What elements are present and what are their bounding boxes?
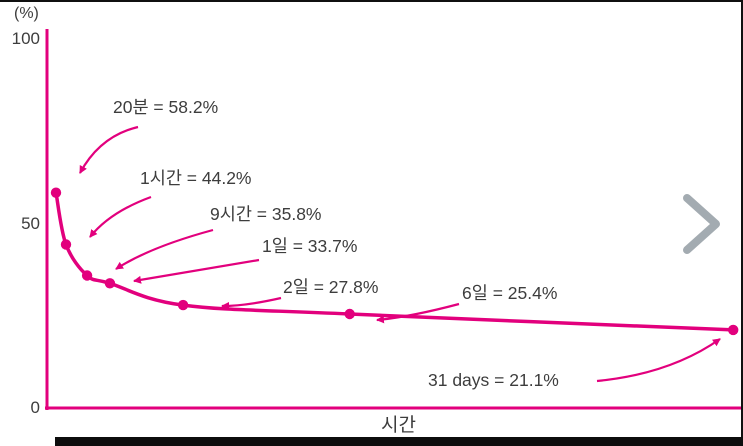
retention-curve (54, 190, 735, 332)
top-border (0, 0, 743, 2)
data-point-2 (81, 270, 93, 281)
curve-layer (54, 190, 735, 332)
annotation-label-3: 1일 = 33.7% (262, 236, 357, 256)
y-tick-0: 0 (31, 398, 40, 417)
annotation-label-6: 31 days = 21.1% (428, 370, 559, 390)
y-axis-label: (%) (14, 5, 39, 22)
annotation-label-2: 9시간 = 35.8% (210, 204, 322, 224)
annotation-arrow-6 (596, 338, 721, 383)
annotation-label-5: 6일 = 25.4% (462, 283, 557, 303)
points-layer (50, 187, 739, 336)
annotation-arrow-0 (79, 125, 139, 174)
data-point-1 (60, 239, 72, 250)
annotation-arrow-4 (221, 296, 282, 310)
annotation-arrow-1 (89, 195, 152, 238)
next-chevron-icon[interactable] (683, 194, 720, 254)
data-point-3 (104, 278, 116, 289)
annotation-label-1: 1시간 = 44.2% (140, 168, 252, 188)
y-tick-100: 100 (12, 29, 40, 48)
data-point-5 (344, 308, 355, 320)
data-point-4 (177, 299, 189, 311)
annotation-arrow-2 (115, 228, 214, 270)
data-point-6 (728, 324, 739, 336)
bottom-black-bar (55, 437, 743, 446)
x-axis-label: 시간 (381, 414, 416, 436)
annotation-text-layer: 20분 = 58.2% 1시간 = 44.2% 9시간 = 35.8% 1일 = 33… (113, 97, 559, 390)
arrows-layer (79, 125, 721, 383)
annotation-arrow-5 (376, 302, 460, 324)
data-point-0 (50, 187, 62, 198)
y-tick-50: 50 (21, 214, 40, 233)
annotation-arrow-3 (133, 258, 260, 284)
annotation-label-0: 20분 = 58.2% (113, 97, 218, 117)
annotation-label-4: 2일 = 27.8% (283, 277, 378, 297)
right-border (741, 0, 743, 446)
